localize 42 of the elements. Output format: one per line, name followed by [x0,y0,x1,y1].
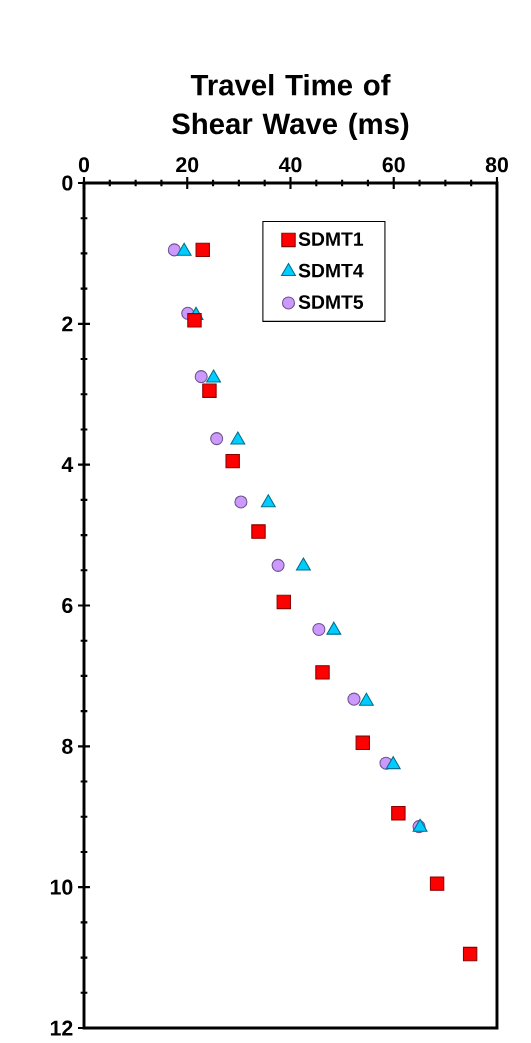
y-tick-label: 12 [50,1020,73,1036]
y-tick-label: 6 [62,597,73,614]
point [355,735,370,751]
point [276,594,291,610]
point [312,622,326,636]
point [194,370,208,384]
point [429,876,445,891]
point [391,806,406,821]
point [206,369,222,383]
point [358,692,374,706]
point [210,432,224,446]
point [195,242,210,258]
point [167,243,181,257]
point [462,946,478,962]
y-tick-label: 8 [62,738,73,754]
y-tick-label: 4 [61,457,74,473]
point [251,524,266,539]
y-tick-label: 2 [62,316,73,332]
legend-label: SDMT5 [298,295,364,309]
legend-label: SDMT4 [298,263,364,278]
point [234,495,248,509]
point [271,558,285,572]
y-tick-label: 10 [50,879,73,895]
x-tick-label: 80 [485,157,508,173]
x-tick-label: 0 [78,157,90,173]
point [315,665,330,680]
x-axis-title: Travel Time of Shear Wave (ms) [172,74,409,141]
point [225,453,240,469]
point [326,621,342,635]
point [202,383,217,398]
y-tick-label: 0 [62,175,73,191]
x-tick-label: 40 [278,157,302,173]
x-tick-label: 20 [176,157,199,173]
point [176,242,192,256]
point [347,692,361,706]
point [187,313,202,328]
point [230,431,246,445]
x-tick-label: 60 [382,157,405,173]
point [260,494,276,508]
point [295,557,311,571]
legend-label: SDMT1 [298,232,364,246]
point [385,756,401,770]
